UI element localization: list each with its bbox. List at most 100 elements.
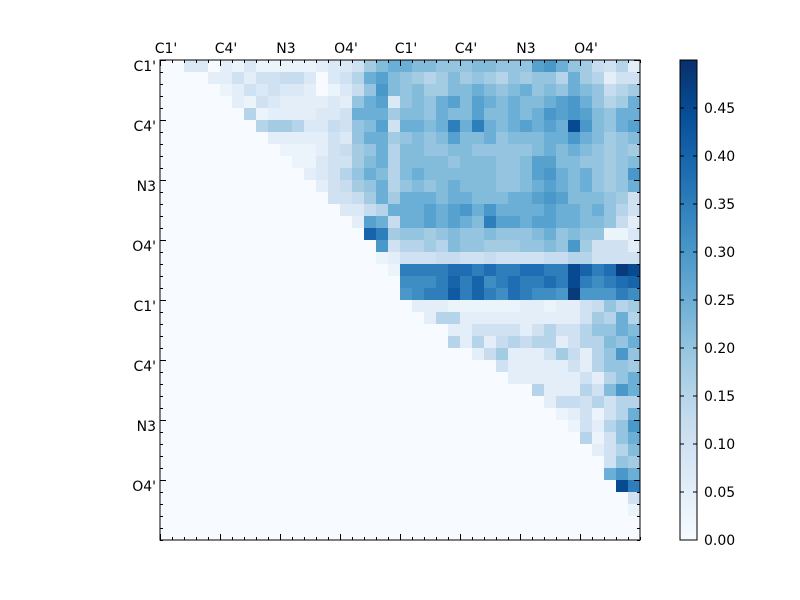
heatmap-cell — [556, 504, 569, 517]
heatmap-cell — [568, 396, 581, 409]
heatmap-cell — [220, 108, 233, 121]
heatmap-cell — [292, 384, 305, 397]
heatmap-cell — [244, 96, 257, 109]
heatmap-cell — [364, 480, 377, 493]
heatmap-cell — [376, 420, 389, 433]
heatmap-cell — [256, 360, 269, 373]
heatmap-cell — [304, 216, 317, 229]
heatmap-cell — [496, 480, 509, 493]
heatmap-cell — [244, 72, 257, 85]
heatmap-cell — [508, 228, 521, 241]
heatmap-cell — [316, 324, 329, 337]
y-tick-label: C4' — [133, 359, 156, 375]
heatmap-cell — [568, 84, 581, 97]
heatmap-cell — [292, 216, 305, 229]
heatmap-cell — [484, 252, 497, 265]
heatmap-cell — [520, 204, 533, 217]
heatmap-cell — [172, 480, 185, 493]
heatmap-cell — [496, 60, 509, 73]
heatmap-cell — [340, 468, 353, 481]
heatmap-cell — [328, 348, 341, 361]
heatmap-cell — [160, 84, 173, 97]
heatmap-cell — [184, 528, 197, 541]
heatmap-cell — [292, 84, 305, 97]
heatmap-cell — [436, 480, 449, 493]
heatmap-cell — [580, 144, 593, 157]
heatmap-cell — [364, 168, 377, 181]
heatmap-cell — [496, 288, 509, 301]
heatmap-cell — [196, 108, 209, 121]
heatmap-cell — [424, 348, 437, 361]
heatmap-cell — [508, 204, 521, 217]
heatmap-cell — [292, 72, 305, 85]
heatmap-cell — [556, 432, 569, 445]
heatmap-cell — [604, 252, 617, 265]
heatmap-cell — [592, 468, 605, 481]
heatmap-cell — [304, 360, 317, 373]
heatmap-cell — [184, 240, 197, 253]
heatmap-cell — [628, 516, 641, 529]
heatmap-cell — [448, 432, 461, 445]
heatmap-cell — [316, 276, 329, 289]
heatmap-cell — [580, 216, 593, 229]
heatmap-cell — [628, 456, 641, 469]
heatmap-cell — [220, 204, 233, 217]
heatmap-cell — [412, 108, 425, 121]
heatmap-cell — [424, 180, 437, 193]
heatmap-cell — [424, 84, 437, 97]
heatmap-cell — [616, 252, 629, 265]
heatmap-cell — [424, 456, 437, 469]
heatmap-cell — [472, 420, 485, 433]
heatmap-cell — [604, 408, 617, 421]
heatmap-cell — [400, 108, 413, 121]
heatmap-cell — [208, 456, 221, 469]
heatmap-cell — [388, 324, 401, 337]
heatmap-cell — [484, 132, 497, 145]
heatmap-cell — [448, 180, 461, 193]
heatmap-cell — [556, 264, 569, 277]
heatmap-cell — [460, 120, 473, 133]
heatmap-cell — [184, 468, 197, 481]
heatmap-cell — [568, 324, 581, 337]
heatmap-cell — [448, 216, 461, 229]
heatmap-cell — [184, 60, 197, 73]
heatmap-cell — [340, 156, 353, 169]
heatmap-cell — [520, 468, 533, 481]
heatmap-cell — [616, 108, 629, 121]
heatmap-cell — [568, 420, 581, 433]
heatmap-cell — [196, 384, 209, 397]
heatmap-cell — [520, 348, 533, 361]
heatmap-cell — [616, 528, 629, 541]
heatmap-cell — [208, 468, 221, 481]
heatmap-cell — [364, 204, 377, 217]
heatmap-cell — [496, 228, 509, 241]
heatmap-cell — [532, 468, 545, 481]
heatmap-cell — [388, 60, 401, 73]
heatmap-cell — [472, 192, 485, 205]
heatmap-cell — [400, 192, 413, 205]
heatmap-cell — [628, 72, 641, 85]
heatmap-cell — [436, 72, 449, 85]
heatmap-cell — [280, 420, 293, 433]
heatmap-cell — [184, 324, 197, 337]
heatmap-cell — [412, 384, 425, 397]
heatmap-cell — [364, 264, 377, 277]
heatmap-cell — [340, 432, 353, 445]
heatmap-cell — [304, 324, 317, 337]
heatmap-cell — [268, 168, 281, 181]
heatmap-cell — [208, 276, 221, 289]
heatmap-cell — [232, 456, 245, 469]
heatmap-cell — [340, 204, 353, 217]
heatmap-cell — [160, 96, 173, 109]
heatmap-cell — [508, 480, 521, 493]
heatmap-cell — [196, 120, 209, 133]
heatmap-cell — [364, 216, 377, 229]
heatmap-cell — [172, 444, 185, 457]
heatmap-cell — [292, 204, 305, 217]
heatmap-cell — [364, 408, 377, 421]
heatmap-cell — [592, 264, 605, 277]
heatmap-cell — [220, 456, 233, 469]
heatmap-cell — [556, 480, 569, 493]
heatmap-cell — [460, 288, 473, 301]
heatmap-cell — [496, 456, 509, 469]
